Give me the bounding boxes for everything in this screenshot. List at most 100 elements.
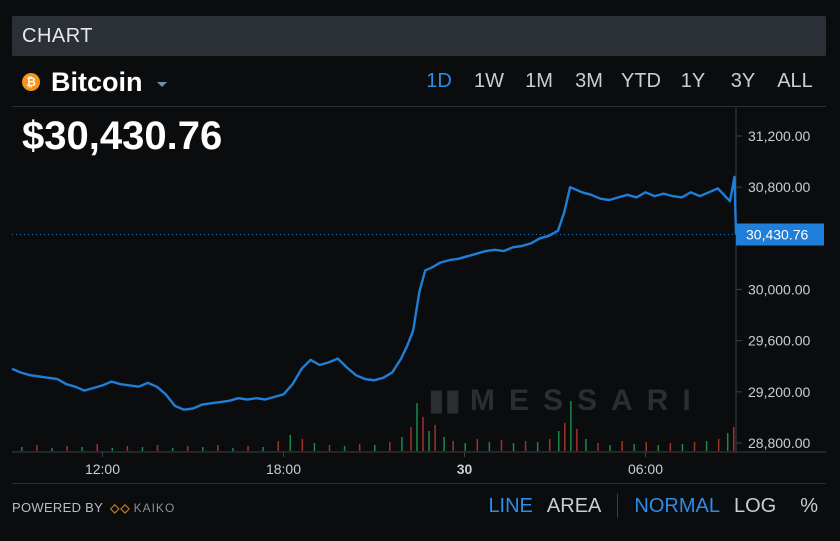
volume-bar [51, 448, 53, 451]
volume-bar [705, 441, 708, 451]
kaiko-icon: ◇◇ [110, 500, 131, 515]
volume-bar [389, 442, 391, 451]
x-axis-labels: 12:00 18:00 30 06:00 [85, 452, 663, 477]
asset-selector[interactable]: ₿ Bitcoin [22, 64, 167, 100]
volume-bar [401, 437, 403, 451]
volume-bar [645, 442, 647, 451]
volume-bar [726, 433, 729, 451]
volume-bar [536, 442, 539, 451]
volume-bar [576, 429, 578, 451]
volume-bar [313, 443, 316, 451]
range-1w-button[interactable]: 1W [474, 70, 504, 92]
chart-mode-controls: LINE AREA NORMAL LOG % [488, 494, 818, 518]
log-scale-button[interactable]: LOG [733, 494, 777, 517]
last-price-label: 30,430.76 [746, 226, 808, 242]
price-line [11, 175, 738, 411]
volume-bar [262, 447, 264, 451]
last-price-marker: 30,430.76 [12, 223, 824, 246]
y-tick-label: 29,200.00 [748, 384, 810, 400]
mode-separator [617, 494, 619, 518]
volume-bar [428, 431, 430, 451]
volume-bar [657, 445, 660, 451]
volume-bar [21, 447, 23, 451]
volume-bar [171, 448, 174, 451]
range-3m-button[interactable]: 3M [575, 70, 603, 92]
current-price: $30,430.76 [22, 114, 223, 158]
percent-scale-button[interactable]: % [800, 494, 818, 517]
volume-bar [585, 439, 587, 451]
range-3y-button[interactable]: 3Y [730, 70, 756, 92]
volume-bar [202, 447, 204, 451]
range-all-button[interactable]: ALL [777, 70, 813, 92]
footer-divider [12, 483, 826, 484]
volume-bar [289, 435, 292, 451]
volume-bar [126, 446, 129, 451]
volume-bar [410, 427, 412, 451]
y-axis-labels: 31,200.00 30,800.00 30,000.00 29,600.00 29,2… [736, 128, 810, 451]
kaiko-logo[interactable]: ◇◇ KAIKO [110, 501, 175, 515]
volume-bar [597, 443, 599, 451]
bitcoin-icon: ₿ [22, 73, 40, 91]
volume-bar [564, 423, 566, 451]
volume-bar [247, 446, 249, 451]
top-divider [12, 106, 826, 107]
x-tick-label: 30 [457, 461, 473, 477]
volume-bar [374, 445, 376, 451]
volume-bar [186, 446, 189, 451]
volume-bar [328, 445, 331, 451]
volume-bar [66, 446, 68, 451]
chevron-down-icon[interactable] [156, 81, 167, 87]
volume-bar [500, 440, 503, 451]
x-tick-label: 18:00 [266, 461, 301, 477]
powered-by: POWERED BY ◇◇ KAIKO [12, 500, 175, 515]
range-1m-button[interactable]: 1M [525, 70, 553, 92]
volume-bar [416, 403, 418, 451]
volume-bar [358, 444, 361, 451]
volume-bar [343, 446, 346, 451]
x-tick-label: 12:00 [85, 461, 120, 477]
x-tick-label: 06:00 [628, 461, 663, 477]
chart-axes [12, 108, 826, 453]
volume-bar [36, 445, 38, 451]
volume-bar [232, 448, 234, 451]
volume-bar [156, 445, 159, 451]
asset-name: Bitcoin [51, 66, 143, 97]
last-price-badge [736, 223, 824, 246]
header-title: CHART [22, 25, 94, 47]
volume-bar [81, 447, 83, 451]
volume-bar [548, 439, 551, 451]
messari-watermark-text: MESSARI [470, 384, 705, 417]
volume-bar [434, 425, 436, 451]
range-ytd-button[interactable]: YTD [621, 70, 661, 92]
volume-bar [512, 443, 515, 451]
chart-header-bar: CHART [12, 16, 826, 56]
range-1y-button[interactable]: 1Y [680, 70, 706, 92]
volume-bar [669, 443, 672, 451]
range-1d-button[interactable]: 1D [426, 70, 452, 92]
volume-bar [717, 439, 720, 451]
volume-bar [681, 444, 684, 451]
messari-watermark-icon: ▮▮ [428, 383, 461, 418]
line-mode-button[interactable]: LINE [488, 494, 533, 517]
y-tick-label: 30,800.00 [748, 179, 810, 195]
volume-bar [524, 441, 527, 451]
volume-bar [732, 427, 735, 451]
time-range-tabs: 1D 1W 1M 3M YTD 1Y 3Y ALL [414, 70, 822, 93]
y-tick-label: 29,600.00 [748, 333, 810, 349]
normal-scale-button[interactable]: NORMAL [634, 494, 720, 517]
volume-bar [570, 401, 572, 451]
volume-bar [693, 442, 696, 451]
price-line-layer [11, 175, 738, 411]
volume-bar [476, 439, 479, 451]
volume-bar [422, 417, 424, 451]
area-mode-button[interactable]: AREA [546, 494, 602, 517]
volume-bar [277, 441, 279, 451]
y-tick-label: 28,800.00 [748, 435, 810, 451]
y-tick-label: 30,000.00 [748, 282, 810, 298]
kaiko-label: KAIKO [133, 500, 176, 515]
volume-bar [558, 431, 560, 451]
volume-bar [621, 441, 623, 451]
volume-bar [301, 439, 304, 451]
volume-bar [217, 445, 219, 451]
